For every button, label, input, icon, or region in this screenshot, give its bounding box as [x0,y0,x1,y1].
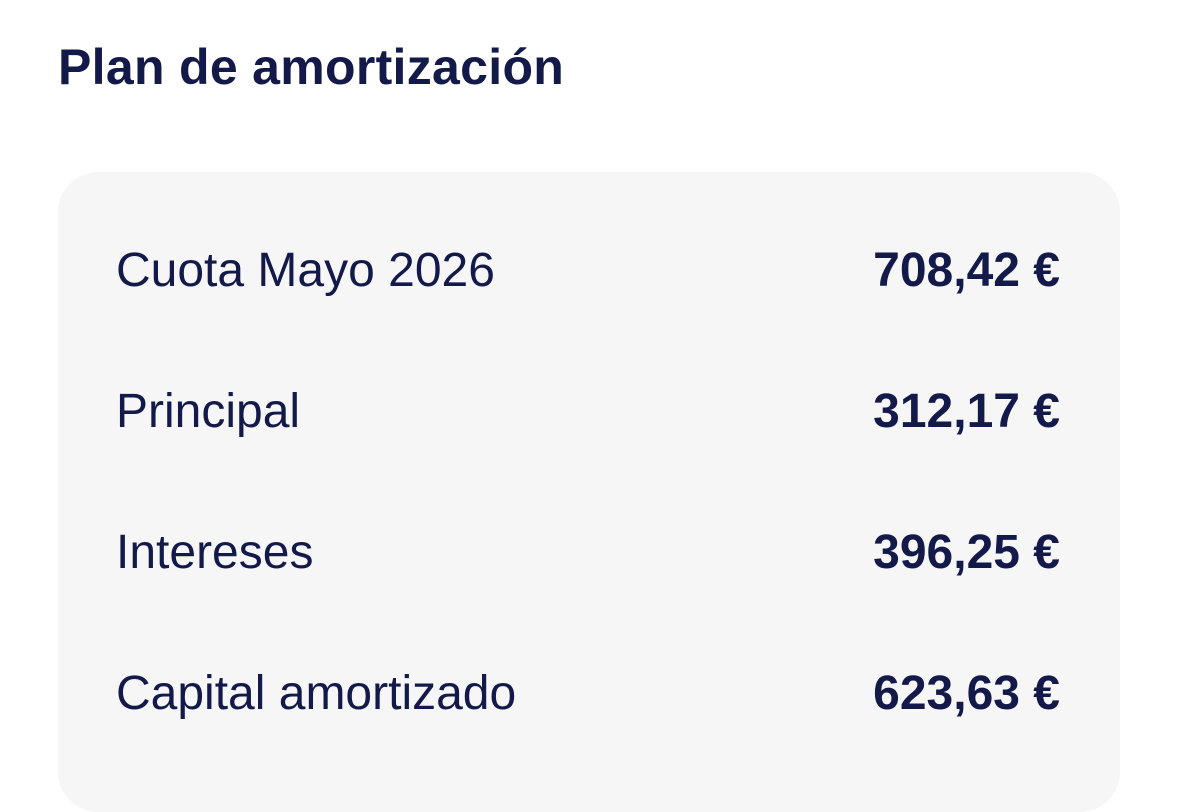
row-label: Cuota Mayo 2026 [116,243,495,297]
amortization-card: Cuota Mayo 2026 708,42 € Principal 312,17 €… [58,172,1120,812]
row-label: Principal [116,384,301,438]
row-value: 312,17 € [873,384,1060,438]
row-label: Intereses [116,525,314,579]
summary-row: Intereses 396,25 € [116,522,1060,582]
section-title: Plan de amortización [58,39,565,95]
summary-row: Cuota Mayo 2026 708,42 € [116,240,1060,300]
row-value: 708,42 € [873,243,1060,297]
row-label: Capital amortizado [116,666,517,720]
row-value: 623,63 € [873,666,1060,720]
page: Plan de amortización Cuota Mayo 2026 708,… [58,39,1060,720]
row-value: 396,25 € [873,525,1060,579]
summary-row: Principal 312,17 € [116,381,1060,441]
summary-row: Capital amortizado 623,63 € [116,663,1060,723]
